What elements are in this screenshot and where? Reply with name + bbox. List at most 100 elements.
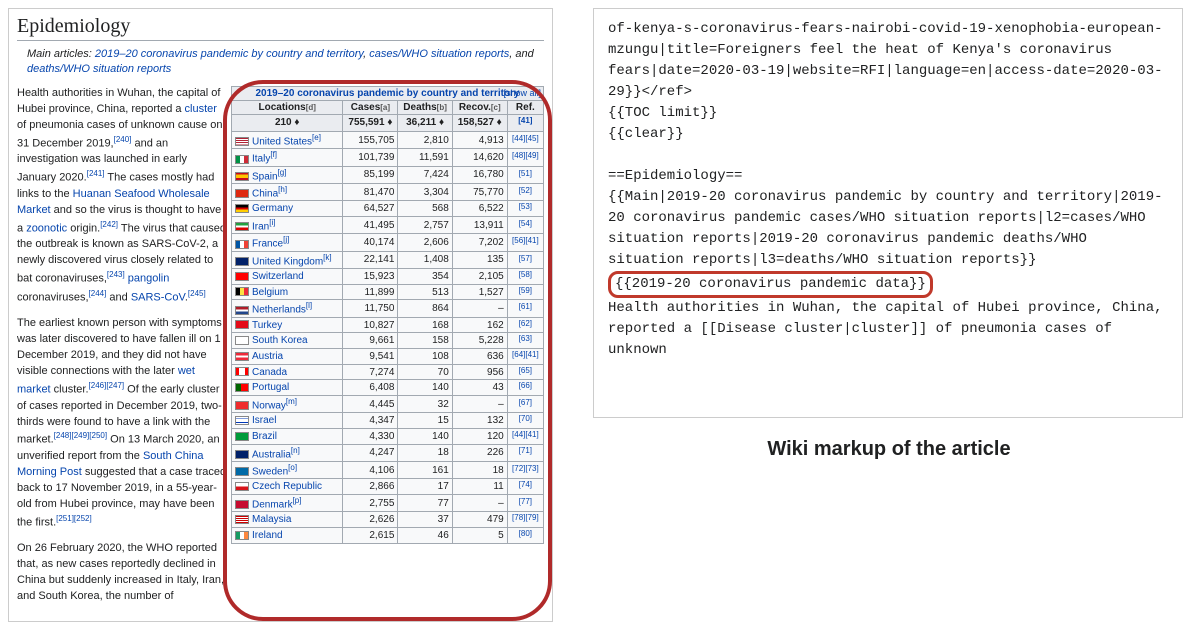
country-note[interactable]: [p] bbox=[293, 496, 302, 505]
country-note[interactable]: [j] bbox=[283, 235, 289, 244]
col-recov[interactable]: Recov.[c] bbox=[452, 100, 507, 114]
row-ref-link[interactable]: [74] bbox=[519, 480, 532, 489]
row-ref-link[interactable]: [54] bbox=[519, 219, 532, 228]
hatnote-link-3[interactable]: deaths/WHO situation reports bbox=[27, 63, 171, 75]
row-ref-link[interactable]: [48][49] bbox=[512, 151, 539, 160]
row-ref-link[interactable]: [80] bbox=[519, 529, 532, 538]
country-link[interactable]: Czech Republic bbox=[252, 481, 322, 492]
country-link[interactable]: Malaysia bbox=[252, 514, 291, 525]
country-note[interactable]: [m] bbox=[286, 397, 297, 406]
country-link[interactable]: Sweden bbox=[252, 466, 288, 477]
row-ref-link[interactable]: [71] bbox=[519, 446, 532, 455]
row-ref-link[interactable]: [51] bbox=[519, 169, 532, 178]
ref-242[interactable]: [242] bbox=[100, 220, 118, 229]
wiki-markup-panel[interactable]: of-kenya-s-coronavirus-fears-nairobi-cov… bbox=[593, 8, 1183, 418]
table-row: Austria9,541108636[64][41] bbox=[232, 349, 544, 365]
row-ref-link[interactable]: [59] bbox=[519, 286, 532, 295]
show-all-link[interactable]: [show all] bbox=[503, 88, 541, 98]
country-link[interactable]: South Korea bbox=[252, 335, 308, 346]
row-ref-link[interactable]: [72][73] bbox=[512, 464, 539, 473]
ref-243[interactable]: [243] bbox=[107, 270, 125, 279]
row-ref-link[interactable]: [56][41] bbox=[512, 236, 539, 245]
country-link[interactable]: Turkey bbox=[252, 320, 282, 331]
ref-240[interactable]: [240] bbox=[114, 135, 132, 144]
total-cases: 755,591 ♦ bbox=[343, 114, 398, 131]
col-cases[interactable]: Cases[a] bbox=[343, 100, 398, 114]
row-ref-link[interactable]: [65] bbox=[519, 366, 532, 375]
col-locations[interactable]: Locations[d] bbox=[232, 100, 343, 114]
country-note[interactable]: [h] bbox=[278, 185, 287, 194]
cell-recov: 135 bbox=[452, 251, 507, 268]
country-link[interactable]: Norway bbox=[252, 400, 286, 411]
country-note[interactable]: [i] bbox=[269, 218, 275, 227]
table-row: Denmark[p]2,75577–[77] bbox=[232, 494, 544, 511]
country-link[interactable]: Belgium bbox=[252, 287, 288, 298]
ref-241[interactable]: [241] bbox=[87, 169, 105, 178]
country-note[interactable]: [k] bbox=[323, 253, 331, 262]
country-note[interactable]: [o] bbox=[288, 463, 297, 472]
country-link[interactable]: United States bbox=[252, 136, 312, 147]
hatnote-link-2[interactable]: cases/WHO situation reports bbox=[369, 48, 509, 60]
main-container: Epidemiology Main articles: 2019–20 coro… bbox=[8, 8, 1185, 622]
cluster-link[interactable]: cluster bbox=[185, 103, 217, 115]
country-note[interactable]: [n] bbox=[291, 446, 300, 455]
country-link[interactable]: Portugal bbox=[252, 382, 289, 393]
pangolin-link[interactable]: pangolin bbox=[128, 273, 170, 285]
country-note[interactable]: [e] bbox=[312, 133, 321, 142]
hatnote-link-1[interactable]: 2019–20 coronavirus pandemic by country … bbox=[95, 48, 363, 60]
cell-recov: 11 bbox=[452, 479, 507, 495]
row-ref-link[interactable]: [44][41] bbox=[512, 430, 539, 439]
row-ref-link[interactable]: [63] bbox=[519, 334, 532, 343]
country-note[interactable]: [f] bbox=[270, 150, 277, 159]
country-link[interactable]: France bbox=[252, 239, 283, 250]
row-ref-link[interactable]: [77] bbox=[519, 497, 532, 506]
row-ref-link[interactable]: [53] bbox=[519, 202, 532, 211]
country-link[interactable]: United Kingdom bbox=[252, 256, 323, 267]
country-link[interactable]: Spain bbox=[252, 171, 278, 182]
country-link[interactable]: Ireland bbox=[252, 530, 283, 541]
country-link[interactable]: Iran bbox=[252, 221, 269, 232]
ref-248-250[interactable]: [248][249][250] bbox=[54, 431, 107, 440]
flag-icon bbox=[235, 189, 249, 198]
row-ref-link[interactable]: [78][79] bbox=[512, 513, 539, 522]
row-ref-link[interactable]: [64][41] bbox=[512, 350, 539, 359]
ref-246-247[interactable]: [246][247] bbox=[89, 381, 125, 390]
cell-ref: [70] bbox=[507, 413, 543, 429]
country-link[interactable]: Brazil bbox=[252, 431, 277, 442]
row-ref-link[interactable]: [67] bbox=[519, 398, 532, 407]
row-ref-link[interactable]: [58] bbox=[519, 270, 532, 279]
country-note[interactable]: [l] bbox=[306, 301, 312, 310]
cell-ref: [63] bbox=[507, 333, 543, 349]
country-link[interactable]: Israel bbox=[252, 415, 276, 426]
country-link[interactable]: Germany bbox=[252, 203, 293, 214]
row-ref-link[interactable]: [70] bbox=[519, 414, 532, 423]
country-note[interactable]: [g] bbox=[278, 168, 287, 177]
ref-251-252[interactable]: [251][252] bbox=[56, 514, 92, 523]
col-deaths[interactable]: Deaths[b] bbox=[398, 100, 452, 114]
row-ref-link[interactable]: [66] bbox=[519, 381, 532, 390]
country-link[interactable]: Denmark bbox=[252, 499, 293, 510]
country-link[interactable]: China bbox=[252, 188, 278, 199]
cell-cases: 4,330 bbox=[343, 428, 398, 444]
row-ref-link[interactable]: [61] bbox=[519, 302, 532, 311]
country-link[interactable]: Australia bbox=[252, 449, 291, 460]
country-link[interactable]: Italy bbox=[252, 154, 270, 165]
ref-245[interactable]: [245] bbox=[188, 289, 206, 298]
row-ref-link[interactable]: [57] bbox=[519, 254, 532, 263]
right-side: of-kenya-s-coronavirus-fears-nairobi-cov… bbox=[593, 8, 1185, 622]
row-ref-link[interactable]: [62] bbox=[519, 319, 532, 328]
country-link[interactable]: Austria bbox=[252, 351, 283, 362]
table-title-link[interactable]: 2019–20 coronavirus pandemic by country … bbox=[256, 88, 520, 99]
sarscov-link[interactable]: SARS-CoV bbox=[131, 291, 185, 303]
country-link[interactable]: Canada bbox=[252, 367, 287, 378]
total-ref[interactable]: [41] bbox=[507, 114, 543, 131]
zoonotic-link[interactable]: zoonotic bbox=[26, 222, 67, 234]
country-link[interactable]: Netherlands bbox=[252, 305, 306, 316]
country-link[interactable]: Switzerland bbox=[252, 271, 304, 282]
row-ref-link[interactable]: [44][45] bbox=[512, 134, 539, 143]
cell-deaths: 168 bbox=[398, 317, 452, 333]
flag-icon bbox=[235, 155, 249, 164]
ref-244[interactable]: [244] bbox=[89, 289, 107, 298]
row-ref-link[interactable]: [52] bbox=[519, 186, 532, 195]
total-locations: 210 ♦ bbox=[232, 114, 343, 131]
